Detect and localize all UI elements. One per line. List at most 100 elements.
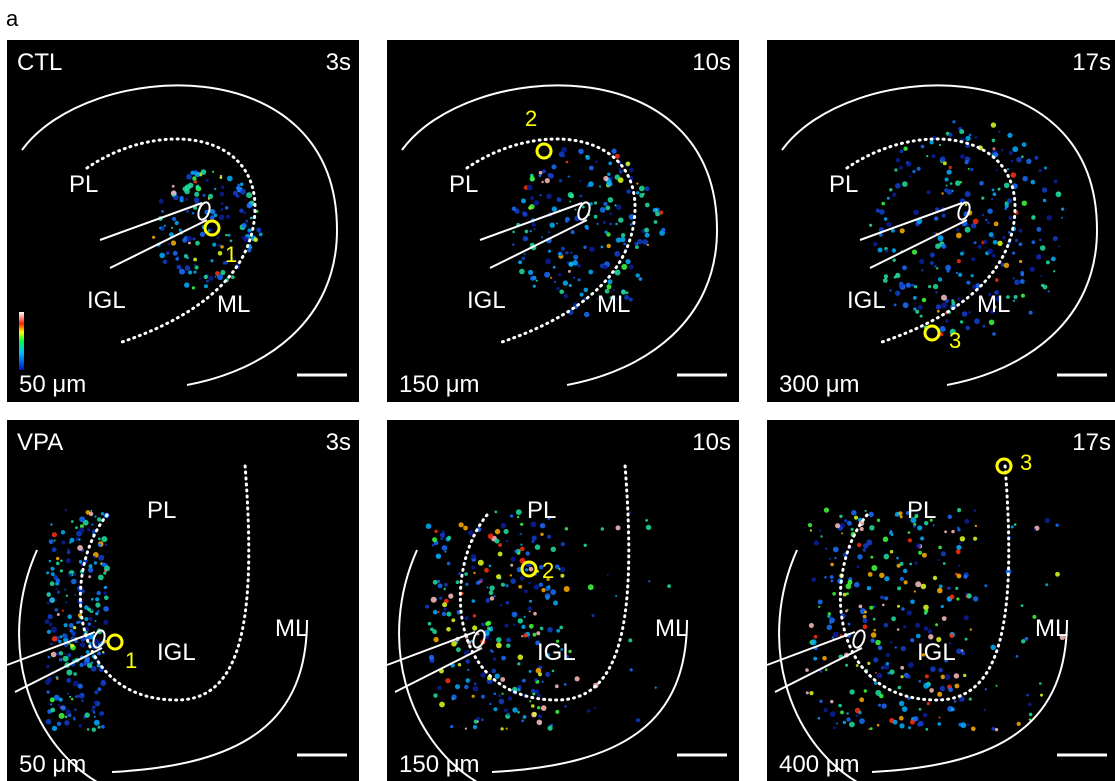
cell-signal bbox=[466, 678, 471, 683]
cell-signal bbox=[512, 207, 516, 211]
cell-signal bbox=[565, 527, 568, 530]
cell-signal bbox=[525, 568, 528, 571]
cell-signal bbox=[512, 231, 515, 234]
cell-signal bbox=[597, 223, 599, 225]
image-panel: PLIGLML1VPA3s50 μm bbox=[7, 420, 359, 781]
cell-signal bbox=[594, 201, 597, 204]
cell-signal bbox=[913, 296, 917, 300]
cell-signal bbox=[921, 145, 925, 149]
cell-signal bbox=[71, 631, 76, 636]
cell-signal bbox=[900, 515, 903, 518]
cell-signal bbox=[61, 705, 66, 710]
cell-signal bbox=[63, 634, 68, 639]
cell-signal bbox=[978, 245, 982, 249]
cell-signal bbox=[195, 241, 200, 246]
cell-signal bbox=[599, 185, 601, 187]
cell-signal bbox=[471, 554, 476, 559]
cell-signal bbox=[102, 651, 104, 653]
cell-signal bbox=[603, 265, 608, 270]
cell-signal bbox=[1046, 260, 1050, 264]
cell-signal bbox=[941, 295, 947, 301]
cell-signal bbox=[545, 258, 551, 264]
cell-signal bbox=[56, 588, 58, 590]
cell-signal bbox=[206, 179, 209, 182]
cell-signal bbox=[456, 647, 461, 652]
cell-signal bbox=[64, 589, 66, 591]
cell-signal bbox=[933, 524, 935, 526]
cell-signal bbox=[448, 594, 453, 599]
cell-signal bbox=[472, 599, 476, 603]
cell-signal bbox=[912, 170, 915, 173]
cell-signal bbox=[221, 186, 224, 189]
cell-signal bbox=[48, 614, 53, 619]
cell-signal bbox=[67, 551, 70, 554]
cell-signal bbox=[909, 175, 911, 177]
cell-signal bbox=[884, 554, 890, 560]
cell-signal bbox=[54, 695, 60, 701]
cell-signal bbox=[947, 269, 950, 272]
cell-signal bbox=[58, 640, 61, 643]
cell-signal bbox=[49, 597, 55, 603]
cell-signal bbox=[900, 577, 904, 581]
panel-background bbox=[7, 40, 359, 402]
cell-signal bbox=[966, 136, 971, 141]
cell-signal bbox=[601, 246, 604, 249]
cell-signal bbox=[520, 576, 525, 581]
cell-signal bbox=[70, 644, 74, 648]
cell-signal bbox=[210, 259, 213, 262]
cell-signal bbox=[159, 199, 164, 204]
cell-signal bbox=[902, 706, 908, 712]
cell-signal bbox=[946, 189, 952, 195]
cell-signal bbox=[584, 312, 589, 317]
cell-signal bbox=[960, 320, 963, 323]
cell-signal bbox=[59, 651, 63, 655]
cell-signal bbox=[529, 567, 534, 572]
cell-signal bbox=[854, 516, 858, 520]
cell-signal bbox=[208, 230, 210, 232]
cell-signal bbox=[1048, 290, 1050, 292]
cell-signal bbox=[901, 646, 906, 651]
cell-signal bbox=[999, 131, 1001, 133]
cell-signal bbox=[64, 653, 66, 655]
cell-signal bbox=[513, 624, 516, 627]
cell-signal bbox=[1042, 187, 1047, 192]
cell-signal bbox=[54, 540, 56, 542]
cell-signal bbox=[95, 620, 97, 622]
cell-signal bbox=[529, 204, 534, 209]
cell-signal bbox=[1018, 229, 1022, 233]
cell-signal bbox=[655, 687, 657, 689]
cell-signal bbox=[820, 535, 822, 537]
cell-signal bbox=[1022, 176, 1027, 181]
cell-signal bbox=[987, 209, 992, 214]
cell-signal bbox=[975, 136, 978, 139]
cell-signal bbox=[172, 194, 175, 197]
cell-signal bbox=[981, 197, 984, 200]
cell-signal bbox=[937, 588, 943, 594]
cell-signal bbox=[499, 699, 505, 705]
time-label: 3s bbox=[326, 49, 351, 76]
cell-signal bbox=[972, 285, 977, 290]
cell-signal bbox=[914, 285, 917, 288]
cell-signal bbox=[192, 212, 195, 215]
cell-signal bbox=[959, 129, 964, 134]
cell-signal bbox=[451, 641, 457, 647]
cell-signal bbox=[636, 273, 640, 277]
cell-signal bbox=[80, 642, 85, 647]
cell-signal bbox=[250, 247, 252, 249]
cell-signal bbox=[489, 565, 492, 568]
cell-signal bbox=[903, 147, 907, 151]
cell-signal bbox=[558, 252, 562, 256]
cell-signal bbox=[501, 583, 505, 587]
cell-signal bbox=[963, 575, 967, 579]
layer-label: IGL bbox=[87, 287, 126, 314]
cell-signal bbox=[517, 662, 520, 665]
cell-signal bbox=[472, 625, 477, 630]
cell-signal bbox=[944, 530, 947, 533]
cell-signal bbox=[493, 657, 496, 660]
cell-signal bbox=[164, 225, 166, 227]
cell-signal bbox=[1056, 191, 1062, 197]
cell-signal bbox=[88, 567, 93, 572]
cell-signal bbox=[552, 670, 555, 673]
cell-signal bbox=[97, 517, 102, 522]
cell-signal bbox=[521, 719, 524, 722]
